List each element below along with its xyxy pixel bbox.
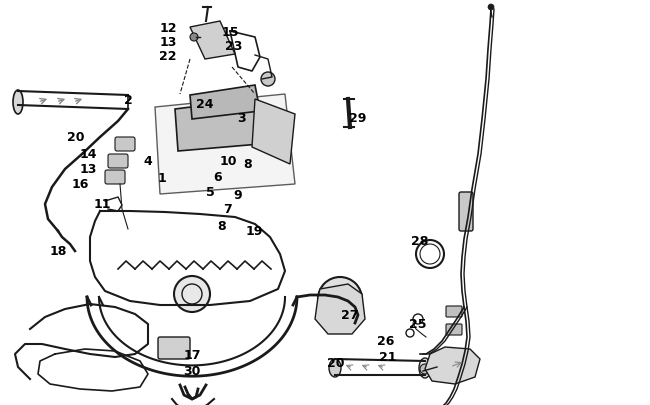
Text: 13: 13: [159, 35, 177, 48]
Circle shape: [488, 5, 494, 11]
Text: 30: 30: [183, 364, 201, 377]
Text: 29: 29: [349, 111, 367, 124]
Circle shape: [261, 73, 275, 87]
Ellipse shape: [419, 358, 431, 378]
FancyBboxPatch shape: [105, 171, 125, 185]
Text: 27: 27: [341, 309, 359, 322]
Text: 3: 3: [238, 111, 246, 124]
Text: 8: 8: [218, 220, 226, 233]
Text: 16: 16: [72, 178, 88, 191]
Text: 13: 13: [79, 163, 97, 176]
Ellipse shape: [329, 359, 341, 377]
Text: 4: 4: [144, 155, 152, 168]
Text: 18: 18: [49, 245, 67, 258]
FancyBboxPatch shape: [115, 138, 135, 151]
Circle shape: [190, 34, 198, 42]
Text: 7: 7: [224, 203, 233, 216]
FancyBboxPatch shape: [446, 324, 462, 335]
Text: 6: 6: [214, 171, 222, 184]
Text: 23: 23: [226, 39, 242, 52]
Polygon shape: [190, 22, 235, 60]
Text: 22: 22: [159, 49, 177, 62]
Text: 8: 8: [244, 158, 252, 171]
Text: 15: 15: [221, 26, 239, 38]
Text: 19: 19: [245, 225, 263, 238]
Text: 26: 26: [377, 335, 395, 347]
Circle shape: [420, 364, 430, 374]
Circle shape: [174, 276, 210, 312]
Text: 2: 2: [124, 93, 133, 106]
Text: 1: 1: [157, 172, 166, 185]
Text: 21: 21: [379, 351, 396, 364]
Polygon shape: [425, 347, 480, 384]
FancyBboxPatch shape: [158, 337, 190, 359]
Polygon shape: [175, 100, 260, 151]
Text: 14: 14: [79, 148, 97, 161]
Text: 17: 17: [183, 349, 201, 362]
FancyBboxPatch shape: [446, 306, 462, 317]
FancyBboxPatch shape: [108, 155, 128, 168]
Polygon shape: [252, 100, 295, 164]
Text: 9: 9: [234, 189, 242, 202]
Text: 28: 28: [411, 235, 429, 248]
Text: 12: 12: [159, 21, 177, 34]
Text: 11: 11: [93, 198, 110, 211]
Polygon shape: [190, 86, 260, 120]
Text: 20: 20: [67, 131, 85, 144]
Ellipse shape: [13, 91, 23, 115]
Polygon shape: [315, 284, 365, 334]
FancyBboxPatch shape: [459, 192, 473, 231]
Text: 25: 25: [410, 318, 427, 331]
Text: 5: 5: [205, 186, 214, 199]
Text: 24: 24: [196, 97, 214, 110]
Text: 10: 10: [219, 155, 237, 168]
Polygon shape: [155, 95, 295, 194]
Text: 20: 20: [327, 357, 344, 370]
Circle shape: [318, 277, 362, 321]
